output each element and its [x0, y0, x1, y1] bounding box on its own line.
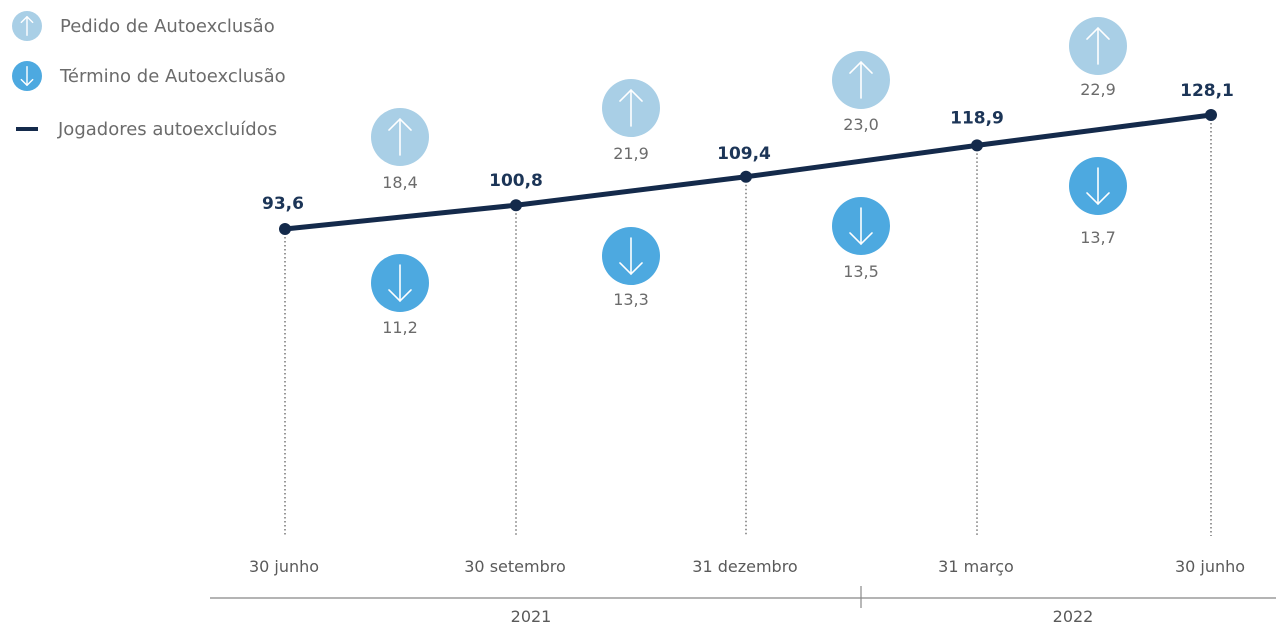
arrow-down-circle-icon [12, 61, 42, 91]
end-value-label: 13,5 [843, 262, 879, 281]
data-value-label: 100,8 [489, 171, 543, 191]
data-value-label: 118,9 [950, 108, 1004, 128]
x-tick-label: 31 março [938, 557, 1014, 576]
legend: Pedido de Autoexclusão Término de Autoexc… [12, 11, 286, 140]
request-bubble-1 [602, 79, 660, 137]
request-bubble-2-head [849, 61, 873, 74]
x-axis: 30 junho 30 setembro 31 dezembro 31 março 30… [210, 557, 1276, 625]
year-label: 2021 [511, 607, 552, 625]
request-value-label: 21,9 [613, 144, 649, 163]
request-value-label: 22,9 [1080, 80, 1116, 99]
request-value-label: 18,4 [382, 173, 418, 192]
data-value-label: 128,1 [1180, 81, 1234, 101]
end-bubble-0 [371, 254, 429, 312]
year-label: 2022 [1053, 607, 1094, 625]
end-bubble-0-head [388, 289, 412, 302]
request-bubble-2 [832, 51, 890, 109]
legend-label: Término de Autoexclusão [59, 66, 286, 87]
request-bubble-1-head [619, 89, 643, 102]
data-value-label: 109,4 [717, 144, 771, 164]
request-bubble-3 [1069, 17, 1127, 75]
data-point [510, 199, 522, 212]
request-bubble-0 [371, 108, 429, 166]
x-tick-label: 30 setembro [464, 557, 566, 576]
end-bubble-1-head [619, 262, 643, 275]
end-bubble-3-head [1086, 192, 1110, 205]
data-point [740, 170, 752, 183]
legend-item-ends: Término de Autoexclusão [12, 61, 286, 91]
end-value-label: 11,2 [382, 318, 418, 337]
arrow-up-circle-icon [12, 11, 42, 41]
legend-item-requests: Pedido de Autoexclusão [12, 11, 275, 41]
end-value-label: 13,7 [1080, 228, 1116, 247]
x-tick-label: 30 junho [1175, 557, 1245, 576]
flow-bubbles: 18,4 11,2 21,9 13,3 23,0 13,5 22,9 13,7 [371, 17, 1127, 337]
series-players: 93,6 100,8 109,4 118,9 128,1 [262, 81, 1234, 235]
end-bubble-2 [832, 197, 890, 255]
legend-label: Pedido de Autoexclusão [60, 16, 275, 37]
data-point [1205, 109, 1217, 121]
data-point [971, 139, 983, 152]
end-bubble-1 [602, 227, 660, 285]
end-bubble-3 [1069, 157, 1127, 215]
arrow-up-circle-icon-head [20, 16, 34, 24]
request-bubble-3-head [1086, 27, 1110, 40]
dash-line-icon [16, 127, 38, 131]
legend-label: Jogadores autoexcluídos [57, 119, 277, 140]
x-tick-label: 31 dezembro [692, 557, 797, 576]
x-tick-label: 30 junho [249, 557, 319, 576]
arrow-down-circle-icon-head [20, 78, 34, 87]
request-bubble-0-head [388, 118, 412, 131]
data-point [279, 223, 291, 235]
legend-item-players: Jogadores autoexcluídos [16, 119, 277, 140]
guide-lines [284, 115, 1212, 536]
end-bubble-2-head [849, 232, 873, 245]
data-value-label: 93,6 [262, 194, 304, 214]
end-value-label: 13,3 [613, 290, 649, 309]
request-value-label: 23,0 [843, 115, 879, 134]
